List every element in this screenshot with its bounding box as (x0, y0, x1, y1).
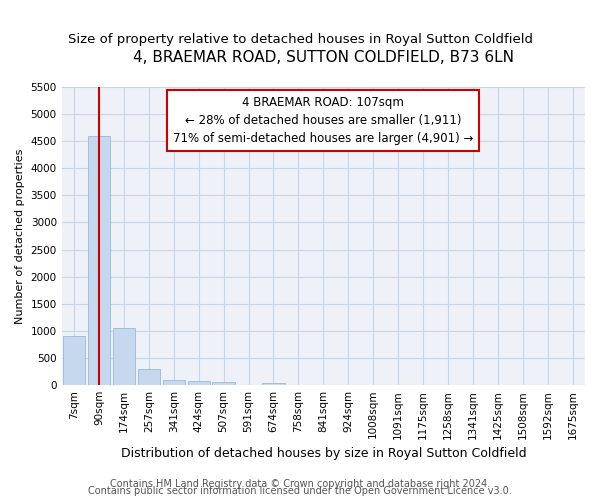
Bar (163, 380, 185, 385)
Bar (88, 136, 110, 385)
Y-axis label: Number of detached properties: Number of detached properties (15, 148, 25, 324)
Text: Contains HM Land Registry data © Crown copyright and database right 2024.: Contains HM Land Registry data © Crown c… (110, 479, 490, 489)
Bar (188, 380, 210, 385)
X-axis label: Distribution of detached houses by size in Royal Sutton Coldfield: Distribution of detached houses by size … (121, 447, 526, 460)
Text: Size of property relative to detached houses in Royal Sutton Coldfield: Size of property relative to detached ho… (67, 32, 533, 46)
Bar (137, 369, 160, 385)
Bar (212, 382, 235, 385)
Bar (262, 383, 285, 385)
Title: 4, BRAEMAR ROAD, SUTTON COLDFIELD, B73 6LN: 4, BRAEMAR ROAD, SUTTON COLDFIELD, B73 6… (133, 50, 514, 65)
Text: 4 BRAEMAR ROAD: 107sqm
← 28% of detached houses are smaller (1,911)
71% of semi-: 4 BRAEMAR ROAD: 107sqm ← 28% of detached… (173, 96, 473, 145)
Text: Contains public sector information licensed under the Open Government Licence v3: Contains public sector information licen… (88, 486, 512, 496)
Bar (63, 336, 85, 385)
Bar (113, 328, 135, 385)
